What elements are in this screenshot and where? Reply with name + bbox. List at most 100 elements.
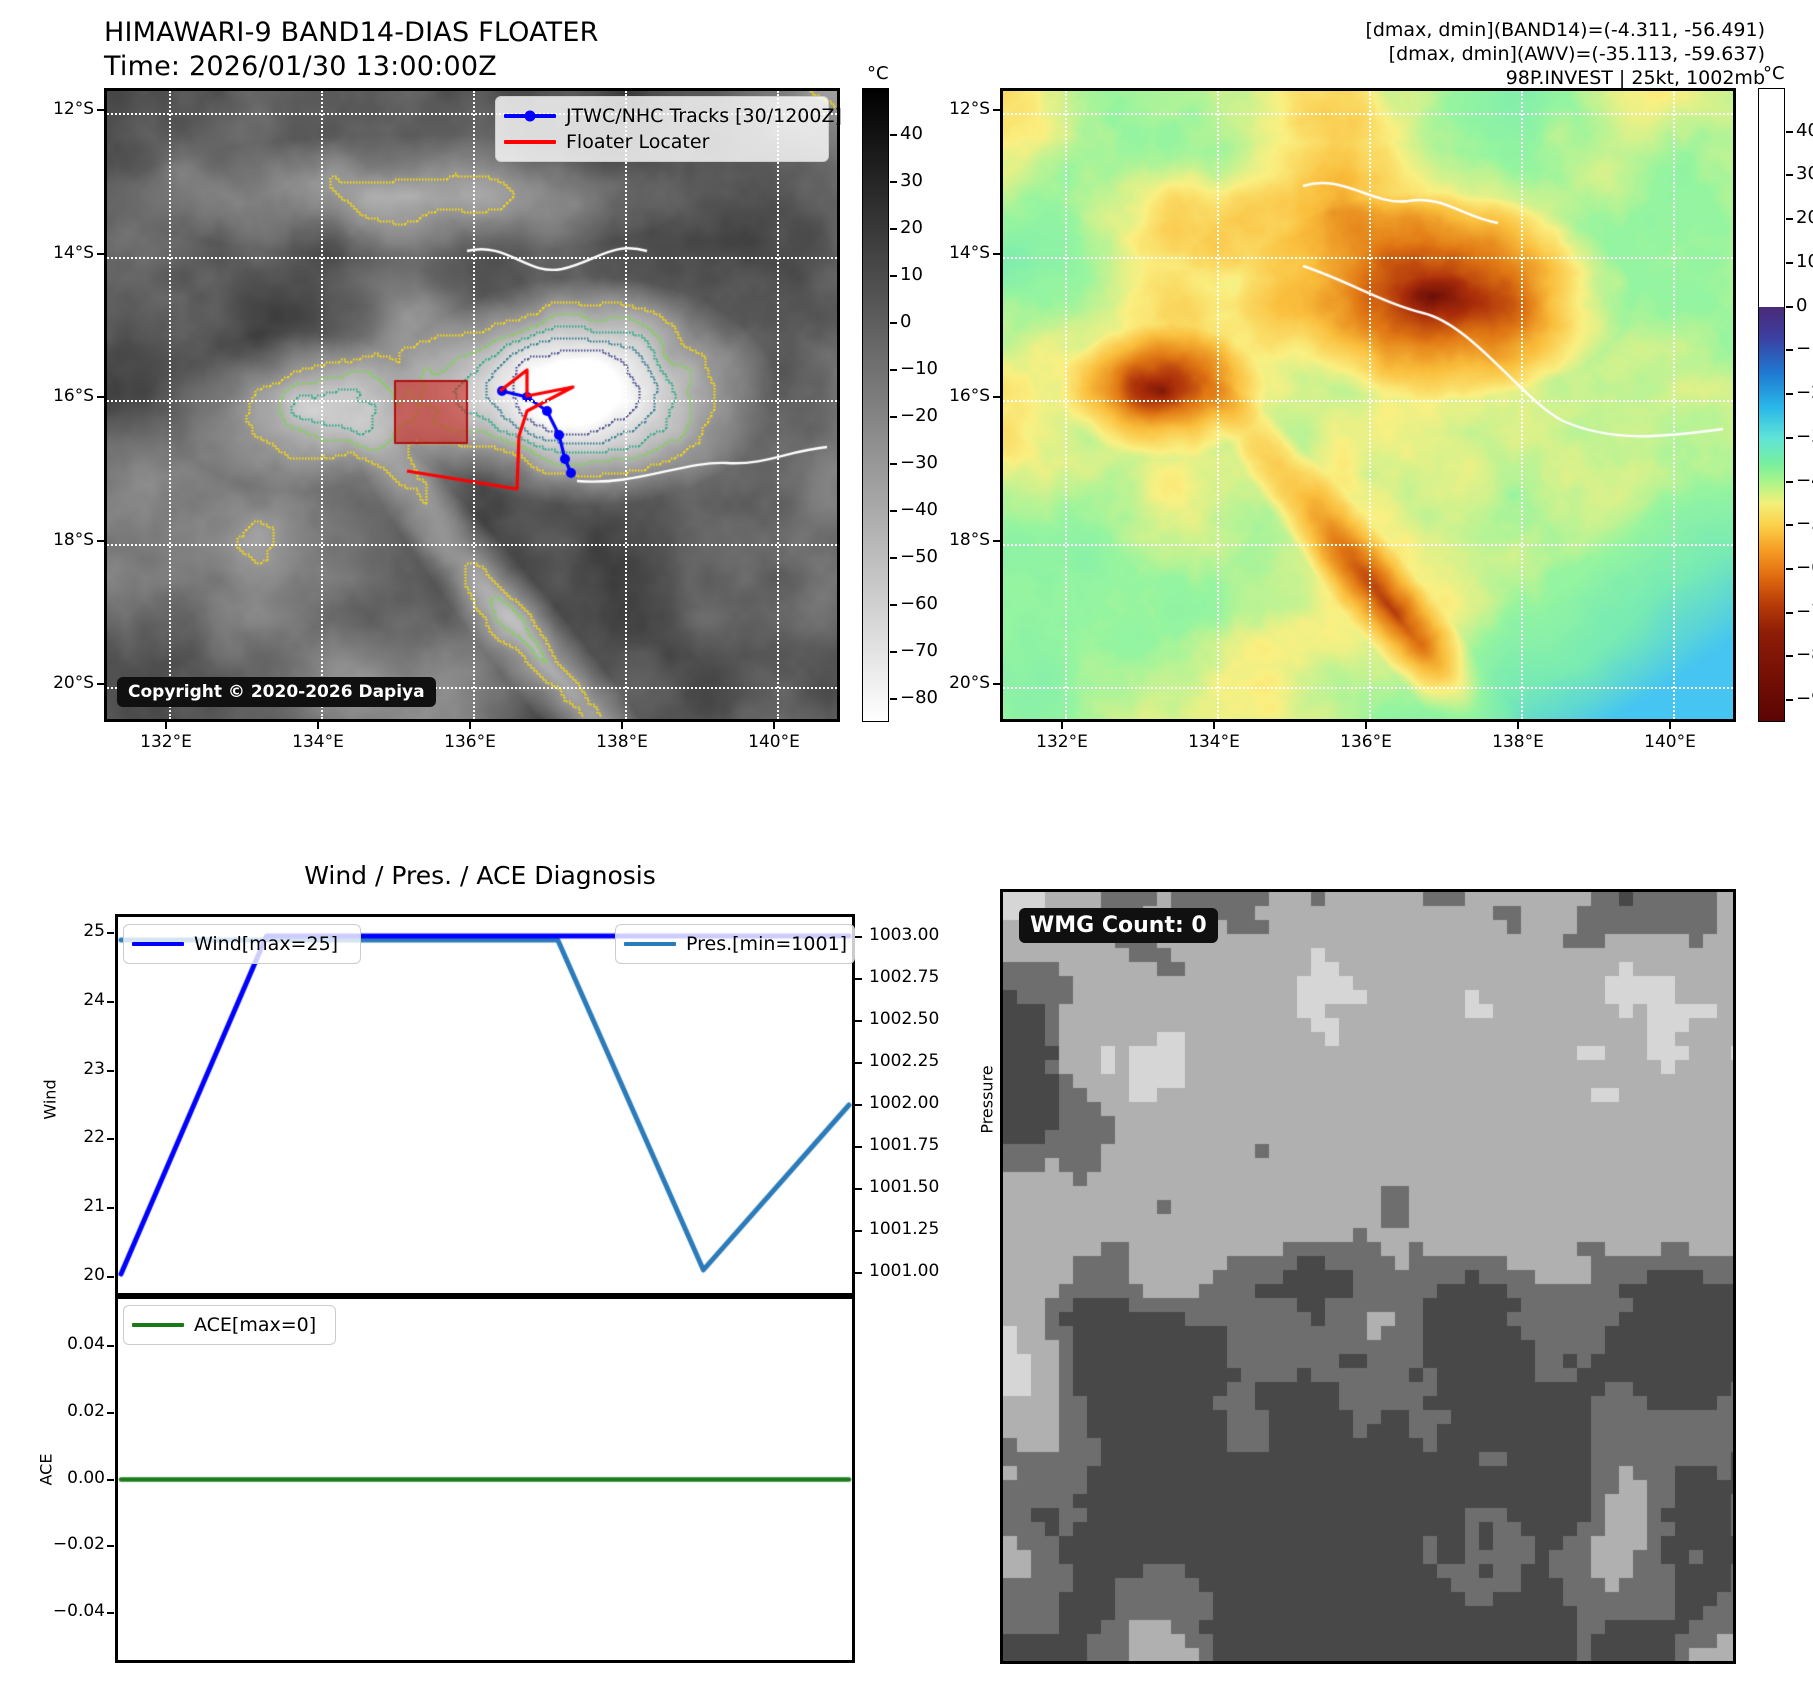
colorbar-tick-label: −60 [1796, 556, 1813, 578]
pressure-tick-label: 1001.25 [869, 1218, 940, 1239]
ace-tick-label: −0.02 [52, 1534, 105, 1555]
colorbar-tick [890, 133, 897, 136]
lat-tick-label: 16°S [53, 386, 94, 406]
lon-tick [1061, 722, 1063, 729]
legend-item-wind: Wind[max=25] [132, 931, 350, 957]
left-colorbar [862, 88, 889, 722]
colorbar-tick [1786, 305, 1793, 308]
lat-tick-label: 18°S [949, 529, 990, 550]
legend-label-wind: Wind[max=25] [194, 933, 339, 955]
wind-tick [107, 1275, 114, 1278]
colorbar-tick [890, 697, 897, 700]
pressure-tick-label: 1003.00 [869, 925, 940, 946]
lat-tick [97, 539, 104, 542]
colorbar-tick-label: −40 [1796, 469, 1813, 491]
wind-tick [107, 932, 114, 935]
pressure-tick-label: 1001.50 [869, 1176, 940, 1197]
colorbar-tick-label: 0 [1796, 294, 1808, 316]
pressure-tick [855, 1020, 862, 1023]
legend-ace: ACE[max=0] [123, 1305, 336, 1345]
wind-tick-label: 21 [83, 1196, 105, 1217]
pressure-tick-label: 1001.75 [869, 1134, 940, 1155]
ace-tick-label: 0.02 [67, 1400, 105, 1421]
colorbar-tick-label: −70 [900, 639, 938, 661]
pressure-tick [855, 1062, 862, 1065]
ace-tick-label: 0.04 [67, 1334, 105, 1355]
meta-band14-range: [dmax, dmin](BAND14)=(-4.311, -56.491) [1365, 19, 1765, 41]
colorbar-tick [1786, 174, 1793, 177]
colorbar-tick-label: −10 [1796, 338, 1813, 360]
lat-tick-label: 14°S [53, 242, 94, 263]
ace-tick-label: −0.04 [52, 1600, 105, 1621]
lat-tick-label: 12°S [949, 99, 990, 119]
colorbar-tick [1786, 699, 1793, 702]
colorbar-tick [890, 368, 897, 371]
lon-tick-label: 140°E [748, 732, 800, 752]
lat-tick-label: 16°S [949, 386, 990, 406]
left-colorbar-unit: °C [867, 63, 889, 84]
ace-axes[interactable] [115, 1296, 855, 1663]
pressure-tick [855, 1187, 862, 1190]
colorbar-tick [1786, 261, 1793, 264]
wind-tick-label: 23 [83, 1058, 105, 1079]
colorbar-tick-label: −70 [1796, 600, 1813, 622]
colorbar-tick [890, 321, 897, 324]
lat-tick [97, 109, 104, 111]
colorbar-tick [1786, 393, 1793, 396]
colorbar-tick [890, 509, 897, 512]
ace-tick-label: 0.00 [67, 1467, 105, 1488]
ace-line-icon [132, 1315, 184, 1335]
colorbar-tick-label: 10 [900, 263, 923, 285]
lon-tick-label: 132°E [140, 732, 192, 752]
awv-enhanced-map[interactable] [1000, 88, 1736, 722]
colorbar-tick [890, 650, 897, 653]
right-colorbar [1758, 88, 1785, 722]
pressure-tick [855, 1271, 862, 1274]
legend-item-tracks: JTWC/NHC Tracks [30/1200Z] [504, 103, 842, 129]
colorbar-tick-label: −20 [900, 404, 938, 426]
colorbar-tick-label: −60 [900, 592, 938, 614]
wind-pressure-axes[interactable] [115, 914, 855, 1296]
pressure-tick-label: 1002.00 [869, 1093, 940, 1113]
wind-tick [107, 1138, 114, 1141]
lat-tick [993, 539, 1000, 542]
wmg-count-badge: WMG Count: 0 [1019, 908, 1218, 943]
colorbar-tick [890, 274, 897, 277]
colorbar-tick-label: −90 [1796, 688, 1813, 710]
lon-tick [165, 722, 167, 729]
lon-tick [1213, 722, 1215, 729]
colorbar-tick [1786, 218, 1793, 221]
colorbar-tick-label: 10 [1796, 250, 1813, 272]
wmg-panel[interactable]: WMG Count: 0 [1000, 889, 1736, 1664]
wind-tick [107, 1207, 114, 1210]
lat-tick [97, 396, 104, 398]
pressure-tick-label: 1002.50 [869, 1009, 940, 1030]
colorbar-tick [890, 603, 897, 606]
lon-tick-label: 134°E [1188, 732, 1240, 752]
track-line-icon [504, 106, 556, 126]
lon-tick [317, 722, 319, 729]
lat-tick [97, 252, 104, 255]
lon-tick-label: 140°E [1644, 732, 1696, 752]
lat-tick [993, 109, 1000, 111]
wind-tick [107, 1000, 114, 1003]
colorbar-tick [890, 415, 897, 418]
colorbar-tick [1786, 436, 1793, 439]
colorbar-tick-label: 0 [900, 310, 912, 332]
wind-tick-label: 24 [83, 989, 105, 1010]
lon-tick-label: 138°E [596, 732, 648, 752]
lat-tick [97, 683, 104, 685]
legend-wind: Wind[max=25] [123, 924, 361, 964]
lon-tick [773, 722, 775, 729]
colorbar-tick [890, 462, 897, 465]
wind-tick-label: 22 [83, 1127, 105, 1148]
wind-tick-label: 20 [83, 1264, 105, 1285]
meta-awv-range: [dmax, dmin](AWV)=(-35.113, -59.637) [1388, 43, 1765, 65]
colorbar-tick [1786, 480, 1793, 483]
band14-ir-map[interactable]: Copyright © 2020-2026 Dapiya [104, 88, 840, 722]
colorbar-tick-label: 20 [1796, 207, 1813, 229]
colorbar-tick-label: −40 [900, 498, 938, 520]
colorbar-tick [1786, 655, 1793, 658]
lat-tick [993, 252, 1000, 255]
